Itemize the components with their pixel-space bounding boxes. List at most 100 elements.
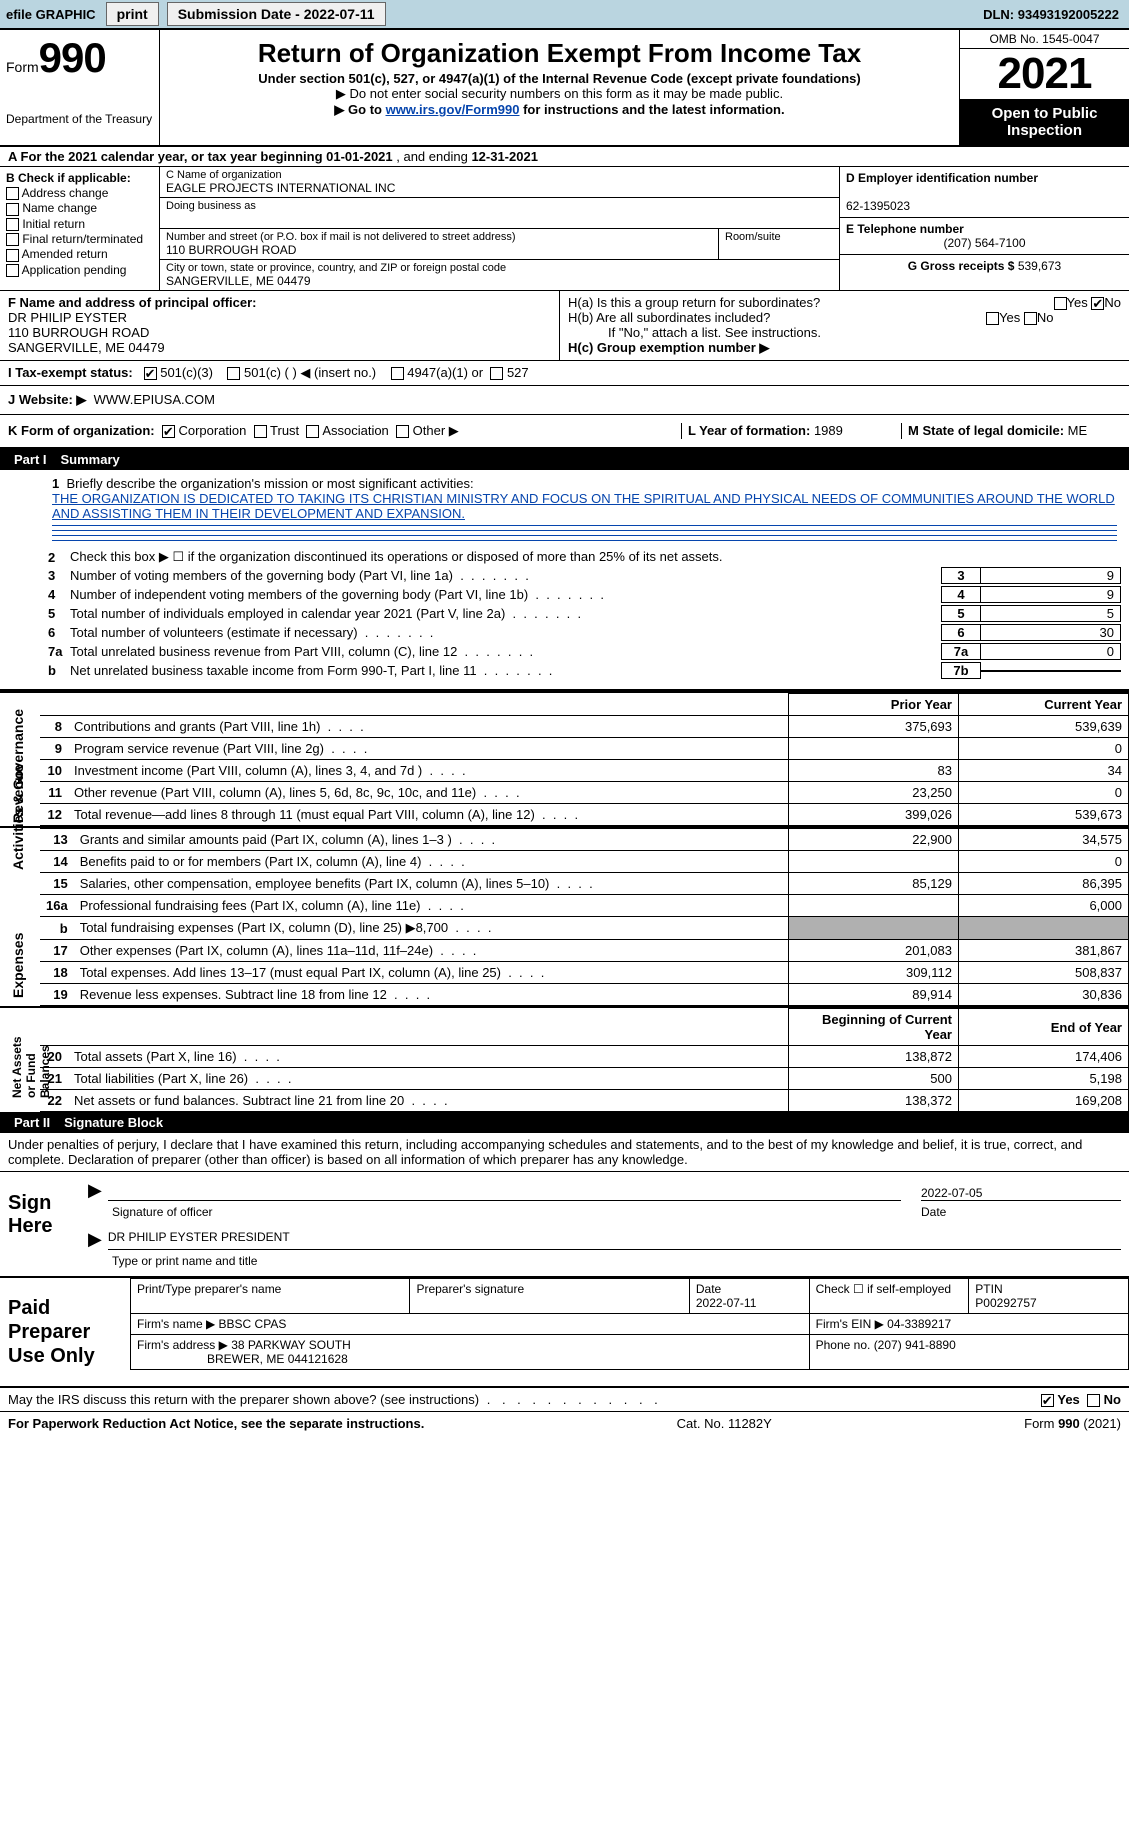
prior-val: 375,693 — [789, 716, 959, 738]
date-h: Date — [696, 1282, 721, 1296]
hb-row: H(b) Are all subordinates included? Yes … — [568, 310, 1121, 325]
q2-row: 2 Check this box ▶ ☐ if the organization… — [48, 549, 1121, 565]
current-year-header: Current Year — [959, 694, 1129, 716]
irs-yes-checkbox[interactable] — [1041, 1394, 1054, 1407]
b-checkbox[interactable] — [6, 233, 19, 246]
irs-link[interactable]: www.irs.gov/Form990 — [386, 102, 520, 117]
submission-date-button[interactable]: Submission Date - 2022-07-11 — [167, 2, 386, 26]
row-boxnum: 7b — [941, 662, 981, 679]
curr-val: 174,406 — [959, 1046, 1129, 1068]
room-label: Room/suite — [725, 231, 833, 243]
row-label: Revenue less expenses. Subtract line 18 … — [74, 984, 789, 1006]
row-text: Total number of volunteers (estimate if … — [70, 625, 941, 640]
checkbox-line: Amended return — [6, 247, 153, 261]
hb-text: H(b) Are all subordinates included? — [568, 310, 770, 325]
table-row: 22Net assets or fund balances. Subtract … — [40, 1090, 1129, 1112]
row-num: b — [40, 917, 74, 940]
4947-checkbox[interactable] — [391, 367, 404, 380]
header-right: OMB No. 1545-0047 2021 Open to Public In… — [959, 30, 1129, 145]
officer-addr2: SANGERVILLE, ME 04479 — [8, 340, 165, 355]
dba-label: Doing business as — [166, 200, 833, 212]
irs-no-checkbox[interactable] — [1087, 1394, 1100, 1407]
row-label: Grants and similar amounts paid (Part IX… — [74, 829, 789, 851]
revenue-table: Prior Year Current Year 8Contributions a… — [40, 693, 1129, 826]
row-num: 16a — [40, 895, 74, 917]
part2-title: Signature Block — [64, 1115, 163, 1130]
b-checkbox[interactable] — [6, 203, 19, 216]
501c-checkbox[interactable] — [227, 367, 240, 380]
row-label: Salaries, other compensation, employee b… — [74, 873, 789, 895]
org-name: EAGLE PROJECTS INTERNATIONAL INC — [166, 181, 833, 195]
table-row: 13Grants and similar amounts paid (Part … — [40, 829, 1129, 851]
end-year-header: End of Year — [959, 1009, 1129, 1046]
phone-cell: E Telephone number (207) 564-7100 — [840, 218, 1129, 255]
row-num: 4 — [48, 587, 70, 602]
gross-cell: G Gross receipts $ 539,673 — [840, 255, 1129, 277]
row-boxnum: 4 — [941, 586, 981, 603]
checkbox-line: Application pending — [6, 263, 153, 277]
firm-ein-h: Firm's EIN ▶ — [816, 1317, 884, 1331]
firm-addr1: 38 PARKWAY SOUTH — [231, 1338, 351, 1352]
other-checkbox[interactable] — [396, 425, 409, 438]
527-checkbox[interactable] — [490, 367, 503, 380]
checkbox-line: Name change — [6, 201, 153, 215]
b-checkbox[interactable] — [6, 264, 19, 277]
curr-val: 6,000 — [959, 895, 1129, 917]
sig-officer-label: Signature of officer — [88, 1205, 921, 1219]
curr-val: 34,575 — [959, 829, 1129, 851]
summary-row: 5Total number of individuals employed in… — [48, 605, 1121, 622]
row-num: 11 — [40, 782, 68, 804]
city: SANGERVILLE, ME 04479 — [166, 274, 833, 288]
row-num: 12 — [40, 804, 68, 826]
check-self: Check ☐ if self-employed — [816, 1282, 951, 1296]
row-label: Total fundraising expenses (Part IX, col… — [74, 917, 789, 940]
col-b-checkboxes: B Check if applicable: Address change Na… — [0, 167, 160, 290]
501c3-checkbox[interactable] — [144, 367, 157, 380]
form-num: 990 — [39, 34, 106, 81]
527-label: 527 — [507, 365, 529, 380]
b-checkbox[interactable] — [6, 187, 19, 200]
row-num: 3 — [48, 568, 70, 583]
mission-text: THE ORGANIZATION IS DEDICATED TO TAKING … — [52, 491, 1115, 521]
row-boxval: 9 — [981, 567, 1121, 584]
row-boxval: 0 — [981, 643, 1121, 660]
row-num: 9 — [40, 738, 68, 760]
j-label: J Website: ▶ — [8, 392, 86, 408]
firm-ein: 04-3389217 — [887, 1317, 951, 1331]
note-link: ▶ Go to www.irs.gov/Form990 for instruct… — [166, 102, 953, 118]
part2-header: Part II Signature Block — [0, 1112, 1129, 1133]
row-boxval: 30 — [981, 624, 1121, 641]
ha-row: H(a) Is this a group return for subordin… — [568, 295, 1121, 310]
col-b-org: C Name of organization EAGLE PROJECTS IN… — [160, 167, 839, 290]
row-num: 6 — [48, 625, 70, 640]
b-checkbox[interactable] — [6, 218, 19, 231]
ha-no-checkbox[interactable] — [1091, 297, 1104, 310]
assoc-label: Association — [322, 423, 388, 438]
assoc-checkbox[interactable] — [306, 425, 319, 438]
vert-netassets: Net Assets or Fund Balances — [10, 1028, 52, 1098]
officer-name-field: DR PHILIP EYSTER PRESIDENT — [108, 1230, 1121, 1250]
prior-val: 138,372 — [789, 1090, 959, 1112]
hc-row: H(c) Group exemption number ▶ — [568, 340, 1121, 356]
dln: DLN: 93493192005222 — [983, 7, 1129, 22]
officer-addr1: 110 BURROUGH ROAD — [8, 325, 149, 340]
b-checkbox[interactable] — [6, 249, 19, 262]
omb-number: OMB No. 1545-0047 — [960, 30, 1129, 49]
hb-no-checkbox[interactable] — [1024, 312, 1037, 325]
hb-yes-checkbox[interactable] — [986, 312, 999, 325]
corp-checkbox[interactable] — [162, 425, 175, 438]
row-label: Benefits paid to or for members (Part IX… — [74, 851, 789, 873]
curr-val: 381,867 — [959, 940, 1129, 962]
ein-cell: D Employer identification number 62-1395… — [840, 167, 1129, 218]
m-label: M State of legal domicile: — [908, 423, 1068, 438]
line-a-end: 12-31-2021 — [471, 149, 538, 164]
curr-val: 0 — [959, 851, 1129, 873]
arrow-icon: ▶ — [88, 1229, 102, 1250]
c-label: C Name of organization — [166, 169, 833, 181]
ha-yes-checkbox[interactable] — [1054, 297, 1067, 310]
signature-field[interactable] — [108, 1181, 901, 1201]
table-row: 14Benefits paid to or for members (Part … — [40, 851, 1129, 873]
trust-checkbox[interactable] — [254, 425, 267, 438]
q1-num: 1 — [52, 476, 59, 491]
print-button[interactable]: print — [106, 2, 159, 26]
